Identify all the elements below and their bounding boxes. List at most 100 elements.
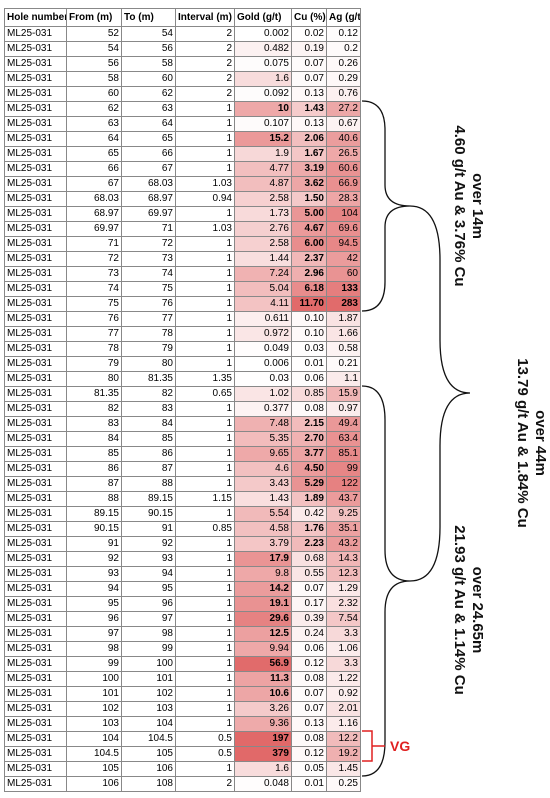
table-row: ML25-031 66 67 1 4.77 3.19 60.6 — [4, 161, 361, 177]
table-cell: 0.611 — [234, 311, 292, 327]
table-cell: 3.26 — [234, 701, 292, 717]
table-cell: 0.01 — [291, 776, 327, 792]
table-row: ML25-031 105 106 1 1.6 0.05 1.45 — [4, 761, 361, 777]
assay-table: Hole number From (m) To (m) Interval (m) Gol… — [4, 8, 361, 792]
table-row: ML25-031 79 80 1 0.006 0.01 0.21 — [4, 356, 361, 372]
table-cell: 0.21 — [326, 356, 361, 372]
table-cell: 0.482 — [234, 41, 292, 57]
table-cell: 3.19 — [291, 161, 327, 177]
table-cell: 0.25 — [326, 776, 361, 792]
table-cell: 7.24 — [234, 266, 292, 282]
table-cell: 3.43 — [234, 476, 292, 492]
column-header: Ag (g/t) — [326, 8, 361, 27]
table-cell: 2.37 — [291, 251, 327, 267]
table-cell: 2.70 — [291, 431, 327, 447]
table-cell: 12.5 — [234, 626, 292, 642]
table-cell: 0.39 — [291, 611, 327, 627]
table-row: ML25-031 78 79 1 0.049 0.03 0.58 — [4, 341, 361, 357]
table-cell: 9.36 — [234, 716, 292, 732]
table-cell: 0.048 — [234, 776, 292, 792]
table-cell: 3.77 — [291, 446, 327, 462]
table-cell: 9.94 — [234, 641, 292, 657]
table-cell: 2.15 — [291, 416, 327, 432]
table-cell: 197 — [234, 731, 292, 747]
table-cell: 4.77 — [234, 161, 292, 177]
table-cell: 2.32 — [326, 596, 361, 612]
table-row: ML25-031 82 83 1 0.377 0.08 0.97 — [4, 401, 361, 417]
intercept-text: 4.60 g/t Au & 3.76% Cu — [451, 125, 468, 286]
table-row: ML25-031 99 100 1 56.9 0.12 3.3 — [4, 656, 361, 672]
table-cell: 0.006 — [234, 356, 292, 372]
table-cell: 0.06 — [291, 371, 327, 387]
table-cell: 0.67 — [326, 116, 361, 132]
table-cell: 0.06 — [291, 641, 327, 657]
table-row: ML25-031 104.5 105 0.5 379 0.12 19.2 — [4, 746, 361, 762]
table-cell: 0.02 — [291, 26, 327, 42]
table-cell: 0.08 — [291, 401, 327, 417]
table-row: ML25-031 73 74 1 7.24 2.96 60 — [4, 266, 361, 282]
table-cell: 35.1 — [326, 521, 361, 537]
table-cell: 106 — [66, 776, 122, 792]
header-row: Hole number From (m) To (m) Interval (m) Gol… — [4, 8, 361, 27]
table-cell: 12.2 — [326, 731, 361, 747]
table-cell: 7.48 — [234, 416, 292, 432]
table-row: ML25-031 85 86 1 9.65 3.77 85.1 — [4, 446, 361, 462]
table-cell: 6.00 — [291, 236, 327, 252]
table-cell: 40.6 — [326, 131, 361, 147]
intercept-text: over 24.65m — [469, 567, 486, 654]
table-cell: 4.11 — [234, 296, 292, 312]
table-row: ML25-031 93 94 1 9.8 0.55 12.3 — [4, 566, 361, 582]
table-cell: 0.075 — [234, 56, 292, 72]
intercept-text: 21.93 g/t Au & 1.14% Cu — [451, 525, 468, 695]
table-row: ML25-031 94 95 1 14.2 0.07 1.29 — [4, 581, 361, 597]
table-cell: 4.6 — [234, 461, 292, 477]
table-row: ML25-031 52 54 2 0.002 0.02 0.12 — [4, 26, 361, 42]
table-cell: 133 — [326, 281, 361, 297]
table-cell: 19.2 — [326, 746, 361, 762]
table-cell: 2.96 — [291, 266, 327, 282]
table-row: ML25-031 95 96 1 19.1 0.17 2.32 — [4, 596, 361, 612]
table-row: ML25-031 83 84 1 7.48 2.15 49.4 — [4, 416, 361, 432]
table-cell: 2.58 — [234, 191, 292, 207]
table-cell: 7.54 — [326, 611, 361, 627]
table-row: ML25-031 72 73 1 1.44 2.37 42 — [4, 251, 361, 267]
table-row: ML25-031 88 89.15 1.15 1.43 1.89 43.7 — [4, 491, 361, 507]
table-cell: 0.2 — [326, 41, 361, 57]
brace-14m — [361, 100, 411, 312]
table-cell: 15.2 — [234, 131, 292, 147]
table-cell: 0.29 — [326, 71, 361, 87]
table-cell: 12.3 — [326, 566, 361, 582]
table-cell: 2.58 — [234, 236, 292, 252]
table-cell: 14.3 — [326, 551, 361, 567]
table-cell: 56.9 — [234, 656, 292, 672]
table-cell: 1.45 — [326, 761, 361, 777]
table-cell: 10 — [234, 101, 292, 117]
table-body: ML25-031 52 54 2 0.002 0.02 0.12 ML25-031 54 56 2 0… — [4, 26, 361, 792]
intercept-text: 13.79 g/t Au & 1.84% Cu — [514, 358, 531, 528]
table-cell: 122 — [326, 476, 361, 492]
table-cell: 5.35 — [234, 431, 292, 447]
table-row: ML25-031 106 108 2 0.048 0.01 0.25 — [4, 776, 361, 792]
brace-44m — [409, 205, 471, 582]
table-cell: 11.70 — [291, 296, 327, 312]
table-row: ML25-031 86 87 1 4.6 4.50 99 — [4, 461, 361, 477]
table-cell: 1.6 — [234, 71, 292, 87]
table-cell: 43.2 — [326, 536, 361, 552]
table-cell: 0.10 — [291, 311, 327, 327]
table-cell: 4.58 — [234, 521, 292, 537]
table-cell: 1.67 — [291, 146, 327, 162]
table-cell: 0.12 — [326, 26, 361, 42]
table-cell: 5.04 — [234, 281, 292, 297]
table-cell: 379 — [234, 746, 292, 762]
table-cell: 15.9 — [326, 386, 361, 402]
table-row: ML25-031 81.35 82 0.65 1.02 0.85 15.9 — [4, 386, 361, 402]
table-row: ML25-031 84 85 1 5.35 2.70 63.4 — [4, 431, 361, 447]
table-row: ML25-031 98 99 1 9.94 0.06 1.06 — [4, 641, 361, 657]
table-row: ML25-031 67 68.03 1.03 4.87 3.62 66.9 — [4, 176, 361, 192]
vg-bracket — [362, 730, 385, 762]
table-cell: 28.3 — [326, 191, 361, 207]
table-row: ML25-031 90.15 91 0.85 4.58 1.76 35.1 — [4, 521, 361, 537]
table-row: ML25-031 87 88 1 3.43 5.29 122 — [4, 476, 361, 492]
table-cell: 0.13 — [291, 86, 327, 102]
